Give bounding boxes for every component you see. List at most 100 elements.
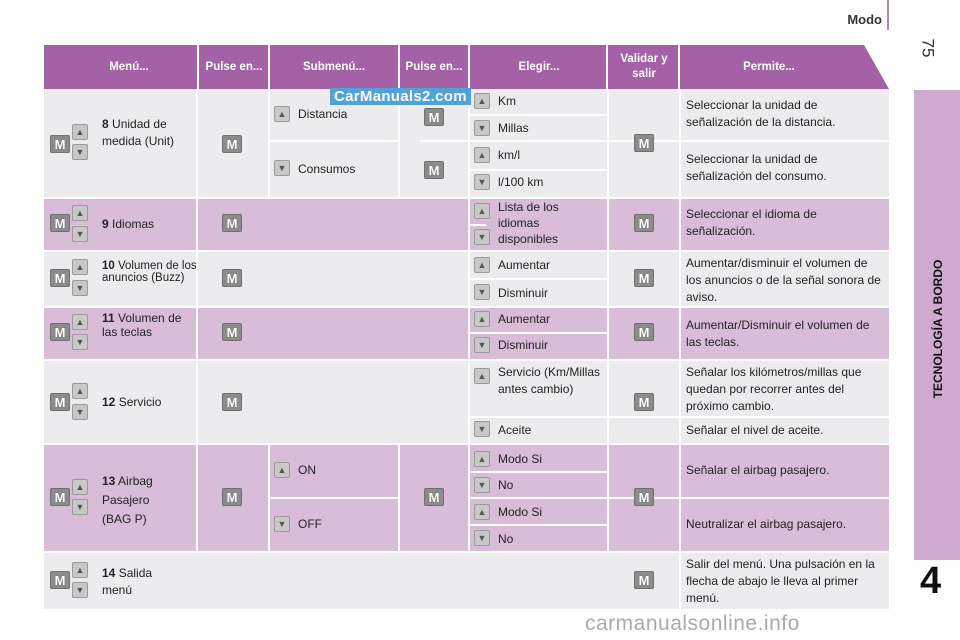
menu-button-icon[interactable]: M [222, 135, 242, 153]
row-divider [470, 332, 608, 334]
down-arrow-icon[interactable]: ▼ [474, 421, 490, 437]
down-arrow-icon[interactable]: ▼ [474, 530, 490, 546]
menu-button-icon[interactable]: M [50, 269, 70, 287]
col-divider [679, 308, 681, 359]
down-arrow-icon[interactable]: ▼ [72, 226, 88, 242]
submenu-distance: Distancia [298, 107, 348, 121]
menu-button-icon[interactable]: M [634, 134, 654, 152]
choice-decrease: Disminuir [498, 338, 549, 352]
up-arrow-icon[interactable]: ▲ [72, 124, 88, 140]
purpose-exit-menu: Salir del menú. Una pulsación en la flec… [686, 557, 875, 605]
up-arrow-icon[interactable]: ▲ [474, 93, 490, 109]
choice-kml: km/l [498, 148, 520, 162]
menu-entry-8: 8 Unidad de medida (Unit) [102, 117, 175, 148]
up-arrow-icon[interactable]: ▲ [474, 368, 490, 384]
down-arrow-icon[interactable]: ▼ [72, 144, 88, 160]
col-divider [607, 361, 609, 443]
purpose-key-volume: Aumentar/Disminuir el volumen de las tec… [686, 318, 870, 349]
choice-l100km: l/100 km [498, 175, 544, 189]
up-arrow-icon[interactable]: ▲ [274, 462, 290, 478]
col-divider [196, 252, 198, 306]
purpose-oil: Señalar el nivel de aceite. [686, 423, 824, 437]
down-arrow-icon[interactable]: ▼ [474, 337, 490, 353]
col-divider [679, 199, 681, 250]
submenu-consumption: Consumos [298, 162, 356, 176]
up-arrow-icon[interactable]: ▲ [72, 205, 88, 221]
menu-button-icon[interactable]: M [424, 488, 444, 506]
menu-entry-10: 10 Volumen de los anuncios (Buzz) [102, 260, 197, 284]
menu-button-icon[interactable]: M [634, 214, 654, 232]
menu-button-icon[interactable]: M [50, 393, 70, 411]
down-arrow-icon[interactable]: ▼ [72, 499, 88, 515]
col-divider [196, 361, 198, 443]
menu-button-icon[interactable]: M [222, 269, 242, 287]
menu-button-icon[interactable]: M [634, 323, 654, 341]
down-arrow-icon[interactable]: ▼ [274, 516, 290, 532]
menu-button-icon[interactable]: M [222, 488, 242, 506]
col-divider [607, 199, 609, 250]
choice-increase: Aumentar [498, 312, 551, 326]
down-arrow-icon[interactable]: ▼ [474, 477, 490, 493]
up-arrow-icon[interactable]: ▲ [72, 479, 88, 495]
menu-button-icon[interactable]: M [634, 488, 654, 506]
choice-oil: Aceite [498, 423, 532, 437]
up-arrow-icon[interactable]: ▲ [72, 562, 88, 578]
table-row-9 [44, 199, 889, 250]
down-arrow-icon[interactable]: ▼ [72, 582, 88, 598]
chapter-number: 4 [920, 560, 942, 602]
header-allows: Permite... [743, 60, 795, 73]
up-arrow-icon[interactable]: ▲ [474, 504, 490, 520]
menu-button-icon[interactable]: M [222, 323, 242, 341]
up-arrow-icon[interactable]: ▲ [474, 203, 490, 219]
down-arrow-icon[interactable]: ▼ [474, 174, 490, 190]
col-divider [398, 89, 400, 197]
purpose-distance-unit: Seleccionar la unidad de señalización de… [686, 98, 836, 129]
down-arrow-icon[interactable]: ▼ [474, 284, 490, 300]
menu-button-icon[interactable]: M [634, 269, 654, 287]
down-arrow-icon[interactable]: ▼ [72, 280, 88, 296]
table-row-12 [44, 361, 889, 443]
row-divider [268, 497, 400, 499]
down-arrow-icon[interactable]: ▼ [72, 334, 88, 350]
title-divider [887, 0, 889, 30]
down-arrow-icon[interactable]: ▼ [474, 229, 490, 245]
menu-button-icon[interactable]: M [222, 214, 242, 232]
menu-button-icon[interactable]: M [222, 393, 242, 411]
up-arrow-icon[interactable]: ▲ [474, 311, 490, 327]
choice-service: Servicio (Km/Millas antes cambio) [498, 365, 601, 396]
col-divider [468, 361, 470, 443]
down-arrow-icon[interactable]: ▼ [72, 404, 88, 420]
menu-button-icon[interactable]: M [634, 571, 654, 589]
choice-km: Km [498, 94, 516, 108]
down-arrow-icon[interactable]: ▼ [474, 120, 490, 136]
up-arrow-icon[interactable]: ▲ [274, 106, 290, 122]
up-arrow-icon[interactable]: ▲ [474, 147, 490, 163]
choice-decrease: Disminuir [498, 286, 549, 300]
purpose-airbag-off: Neutralizar el airbag pasajero. [686, 517, 847, 531]
menu-entry-12: 12 Servicio [102, 395, 162, 409]
up-arrow-icon[interactable]: ▲ [474, 257, 490, 273]
menu-button-icon[interactable]: M [50, 135, 70, 153]
menu-button-icon[interactable]: M [50, 323, 70, 341]
col-divider [679, 252, 681, 306]
menu-button-icon[interactable]: M [50, 571, 70, 589]
header-background [44, 45, 889, 89]
up-arrow-icon[interactable]: ▲ [72, 383, 88, 399]
menu-button-icon[interactable]: M [424, 108, 444, 126]
menu-button-icon[interactable]: M [50, 488, 70, 506]
col-divider [268, 89, 270, 197]
up-arrow-icon[interactable]: ▲ [72, 259, 88, 275]
up-arrow-icon[interactable]: ▲ [474, 451, 490, 467]
menu-button-icon[interactable]: M [634, 393, 654, 411]
menu-button-icon[interactable]: M [50, 214, 70, 232]
col-divider [607, 252, 609, 306]
down-arrow-icon[interactable]: ▼ [274, 160, 290, 176]
choice-miles: Millas [498, 121, 529, 135]
purpose-airbag-on: Señalar el airbag pasajero. [686, 463, 830, 477]
row-divider [470, 471, 608, 473]
choice-increase: Aumentar [498, 258, 551, 272]
chapter-side-tab [914, 90, 960, 560]
col-divider [196, 199, 198, 250]
up-arrow-icon[interactable]: ▲ [72, 314, 88, 330]
menu-button-icon[interactable]: M [424, 161, 444, 179]
